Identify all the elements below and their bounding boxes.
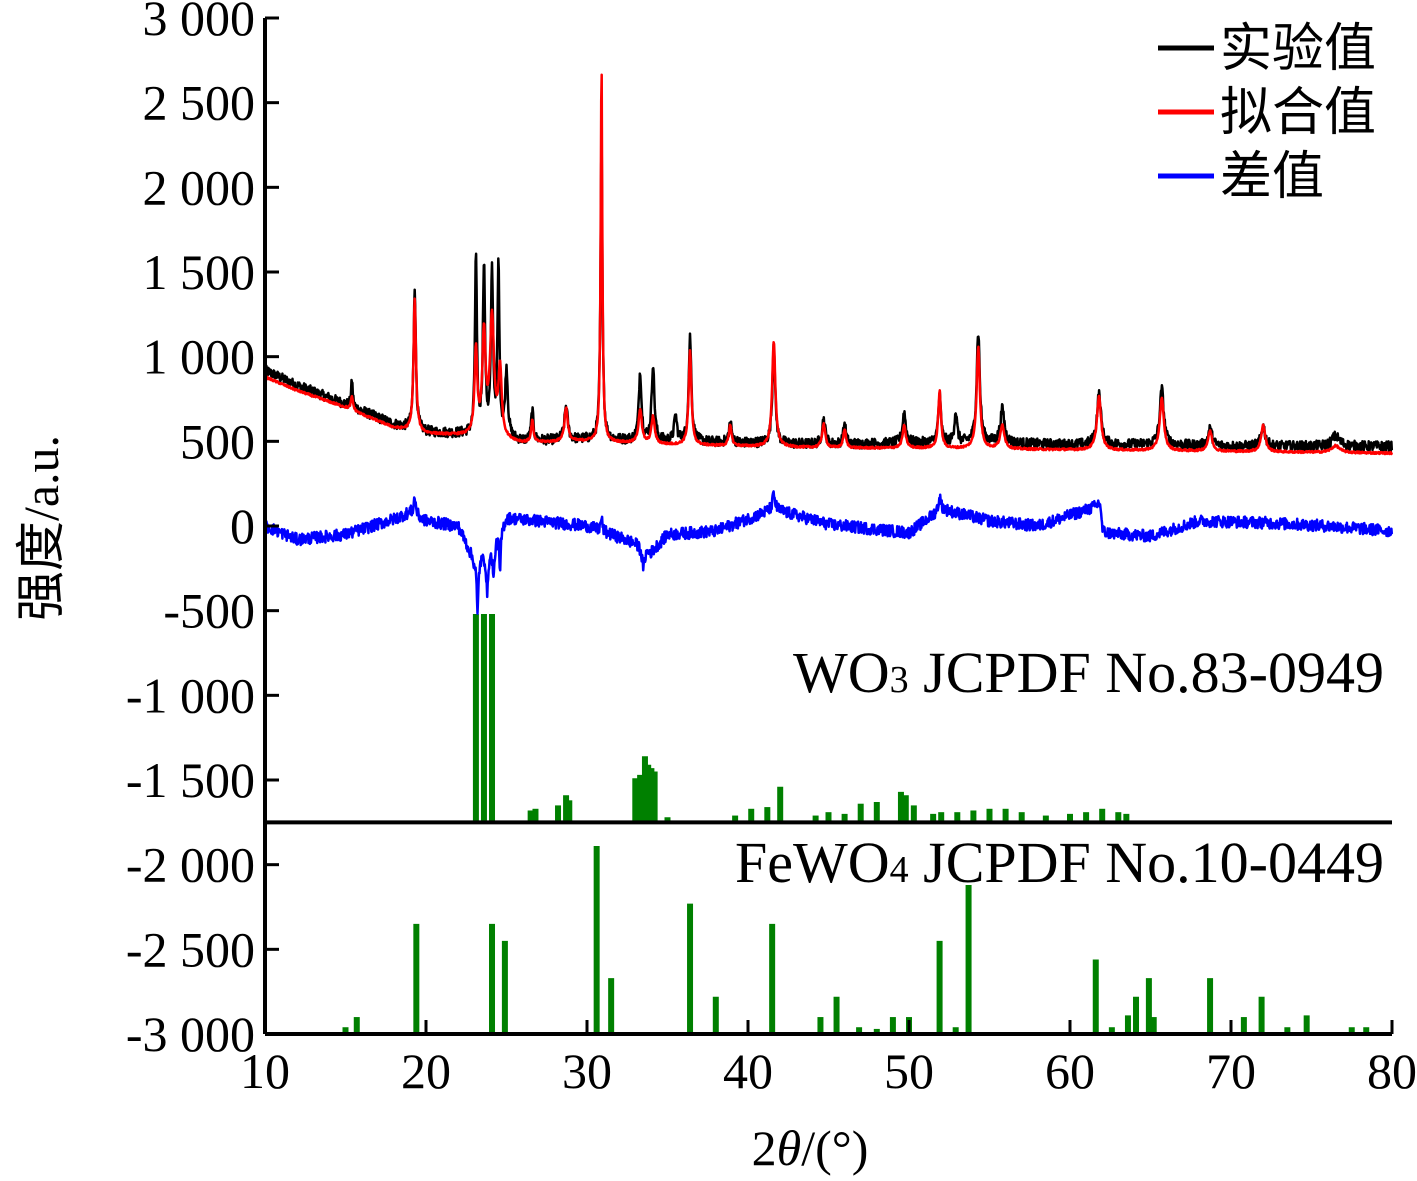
y-tick-label: 3 000 bbox=[143, 0, 256, 46]
ref-label-fewo4-suffix: JCPDF No.10-0449 bbox=[909, 830, 1384, 895]
x-tick-label: 50 bbox=[884, 1043, 934, 1099]
y-tick-label: 500 bbox=[180, 413, 255, 469]
legend-label-experimental: 实验值 bbox=[1220, 19, 1376, 79]
ref-label-wo3: WO3 JCPDF No.83-0949 bbox=[793, 640, 1384, 705]
series-lines bbox=[263, 73, 1394, 615]
series-line-2 bbox=[263, 490, 1394, 615]
x-tick-label: 70 bbox=[1206, 1043, 1256, 1099]
x-tick-label: 40 bbox=[723, 1043, 773, 1099]
xlabel-suffix: /(°) bbox=[801, 1120, 868, 1176]
ticks: 3 000 2 500 2 000 1 500 1 000 500 0 -500 -1 000 -… bbox=[126, 0, 1417, 1099]
y-tick-label: 1 500 bbox=[143, 244, 256, 300]
x-tick-label: 20 bbox=[401, 1043, 451, 1099]
legend: 实验值 拟合值 差值 bbox=[1158, 19, 1376, 207]
ref-label-wo3-sub: 3 bbox=[890, 659, 909, 701]
x-tick-label: 30 bbox=[562, 1043, 612, 1099]
y-tick-label: -2 500 bbox=[126, 921, 255, 977]
ref-label-wo3-prefix: WO bbox=[793, 640, 890, 705]
y-tick-label: 2 500 bbox=[143, 75, 256, 131]
series-line-1 bbox=[263, 73, 1394, 456]
x-tick-label: 10 bbox=[240, 1043, 290, 1099]
y-tick-label: -500 bbox=[163, 583, 255, 639]
ref-label-fewo4-prefix: FeWO bbox=[735, 830, 890, 895]
x-tick-label: 80 bbox=[1367, 1043, 1417, 1099]
legend-label-fit: 拟合值 bbox=[1220, 83, 1376, 143]
xlabel-prefix: 2 bbox=[752, 1120, 777, 1176]
y-tick-label: 1 000 bbox=[143, 329, 256, 385]
reference-patterns bbox=[265, 614, 1392, 1034]
ref-label-fewo4-sub: 4 bbox=[890, 849, 909, 891]
xlabel-variable: θ bbox=[777, 1120, 802, 1176]
y-tick-label: -1 500 bbox=[126, 752, 255, 808]
y-tick-label: 2 000 bbox=[143, 159, 256, 215]
ref-label-fewo4: FeWO4 JCPDF No.10-0449 bbox=[735, 830, 1384, 895]
ylabel: 强度/a.u. bbox=[13, 435, 69, 621]
xlabel: 2θ/(°) bbox=[752, 1120, 869, 1176]
ref-label-wo3-suffix: JCPDF No.83-0949 bbox=[909, 640, 1384, 705]
x-tick-label: 60 bbox=[1045, 1043, 1095, 1099]
y-tick-label: -2 000 bbox=[126, 837, 255, 893]
legend-label-difference: 差值 bbox=[1220, 147, 1324, 207]
y-tick-label: -1 000 bbox=[126, 667, 255, 723]
y-tick-label: 0 bbox=[230, 498, 255, 554]
y-tick-label: -3 000 bbox=[126, 1006, 255, 1062]
